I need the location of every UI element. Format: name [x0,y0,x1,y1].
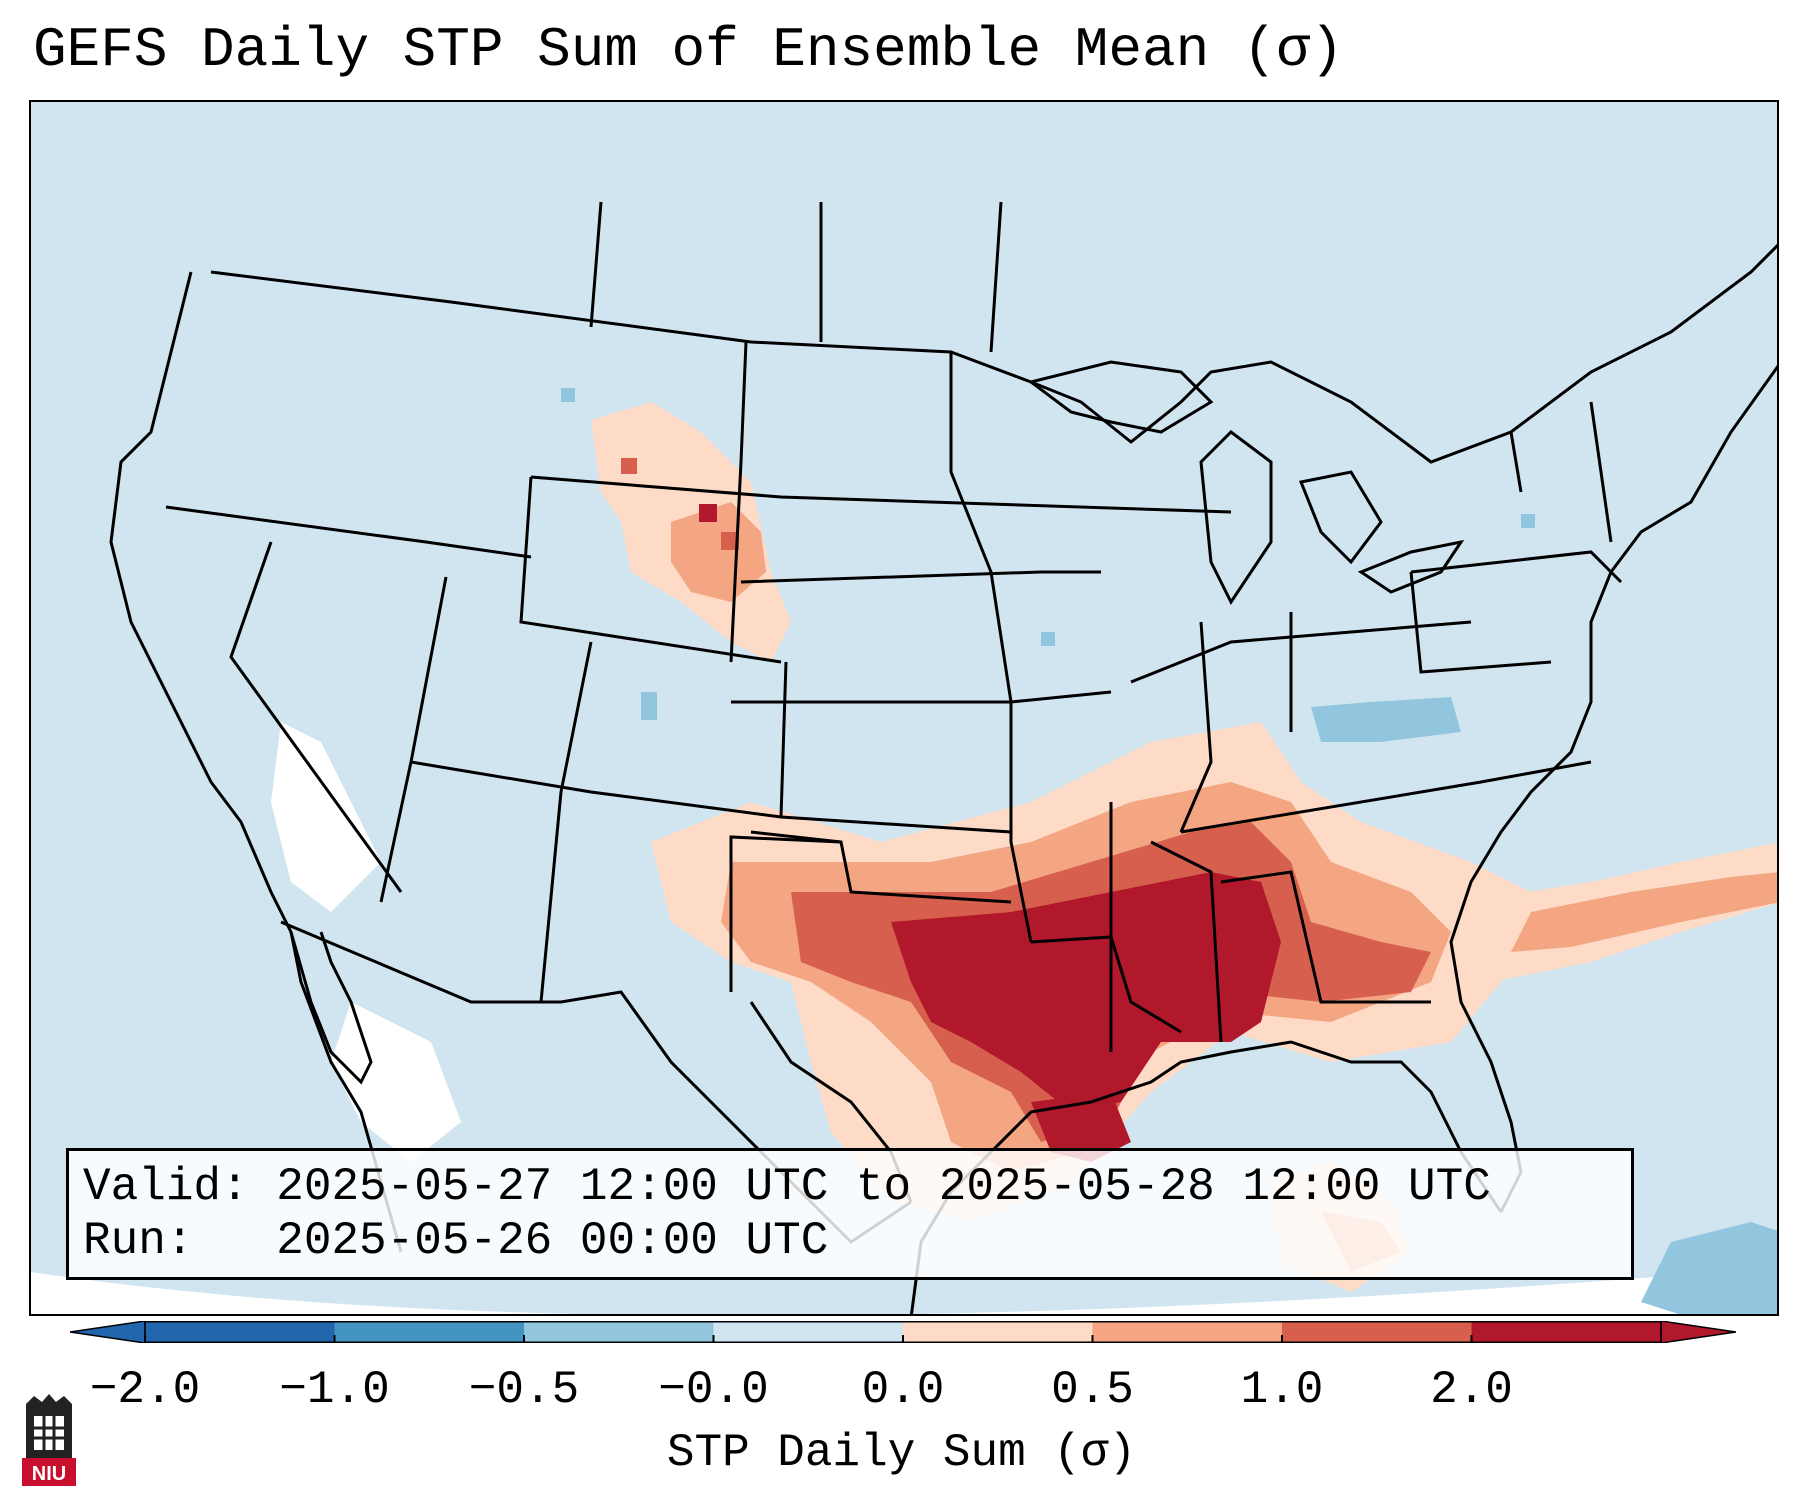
state-border [229,541,403,893]
field-patch-bahamas [1641,1222,1777,1314]
baja-coastline [289,931,373,1085]
colorbar-tick-label: −2.0 [89,1364,201,1416]
colorbar-segment [1092,1321,1283,1343]
state-border [750,830,1012,904]
state-border [1180,760,1592,834]
field-patch-ohio-valley [1311,697,1461,742]
field-cell [1041,632,1055,646]
state-border [589,201,603,328]
field-cell [641,692,657,720]
colorbar-tick-label: −0.5 [468,1364,580,1416]
state-border [729,835,842,992]
field-patch-southern-core [891,872,1281,1112]
lake-superior [1027,360,1214,434]
state-border [729,341,748,663]
colorbar-segment [334,1321,525,1343]
colorbar-segment [145,1321,335,1343]
field-cell [1521,514,1535,528]
colorbar [70,1321,1736,1343]
field-cell [699,504,717,522]
colorbar-segment [713,1321,904,1343]
canada-border [210,243,1777,464]
state-border [1410,550,1623,584]
colorbar-segment [1282,1321,1472,1343]
lake-huron [1298,470,1383,565]
svg-text:NIU: NIU [32,1463,66,1485]
field-cell [561,388,575,402]
projection-edge [31,1267,1777,1314]
state-border [165,505,532,559]
state-border [1030,935,1182,1034]
field-patch-high-plains-mid [671,502,766,602]
east-coastline [1449,365,1777,1213]
state-border [539,641,593,1003]
state-border [410,760,1012,834]
colorbar-label: STP Daily Sum (σ) [666,1427,1137,1479]
colorbar-segment [524,1321,714,1343]
state-border [949,352,1033,943]
field-patch-texas-core [1031,1092,1131,1162]
colorbar-extend-high [1660,1321,1736,1343]
state-border [1150,840,1223,1043]
colorbar-extend-low [70,1321,146,1343]
colorbar-tick-label: 1.0 [1240,1364,1324,1416]
state-border [530,475,1232,514]
state-border [1509,431,1523,493]
state-border [519,476,782,664]
colorbar-tick-label: −1.0 [279,1364,390,1416]
map-title: GEFS Daily STP Sum of Ensemble Mean (σ) [33,18,1344,82]
colorbar-segment [903,1321,1093,1343]
state-border [1179,621,1213,833]
field-patch-west-white [271,722,381,912]
colorbar-segment [1471,1321,1662,1343]
run-time-text: Run: 2025-05-26 00:00 UTC [83,1215,829,1267]
state-border [1220,870,1431,1004]
colorbar-tick-label: 0.5 [1051,1364,1134,1416]
colorbar-tick-label: 2.0 [1430,1364,1513,1416]
map-canvas [31,102,1777,1314]
colorbar-tick-label: −0.0 [658,1364,769,1416]
lake-erie [1357,539,1465,594]
state-border [779,661,788,818]
field-patch-atlantic-mid [1511,872,1777,952]
state-border [1409,571,1552,674]
map-panel [29,100,1779,1316]
field-cell [721,532,739,550]
west-coastline [109,271,403,1253]
lake-michigan [1199,430,1273,605]
state-border [1589,401,1613,543]
state-border [740,570,1101,584]
niu-logo-icon: NIU [22,1394,76,1486]
field-cell [621,458,637,474]
colorbar-tick-label: 0.0 [861,1364,945,1416]
valid-run-info-box: Valid: 2025-05-27 12:00 UTC to 2025-05-2… [66,1148,1634,1280]
state-border [989,201,1003,353]
valid-time-text: Valid: 2025-05-27 12:00 UTC to 2025-05-2… [83,1161,1491,1213]
